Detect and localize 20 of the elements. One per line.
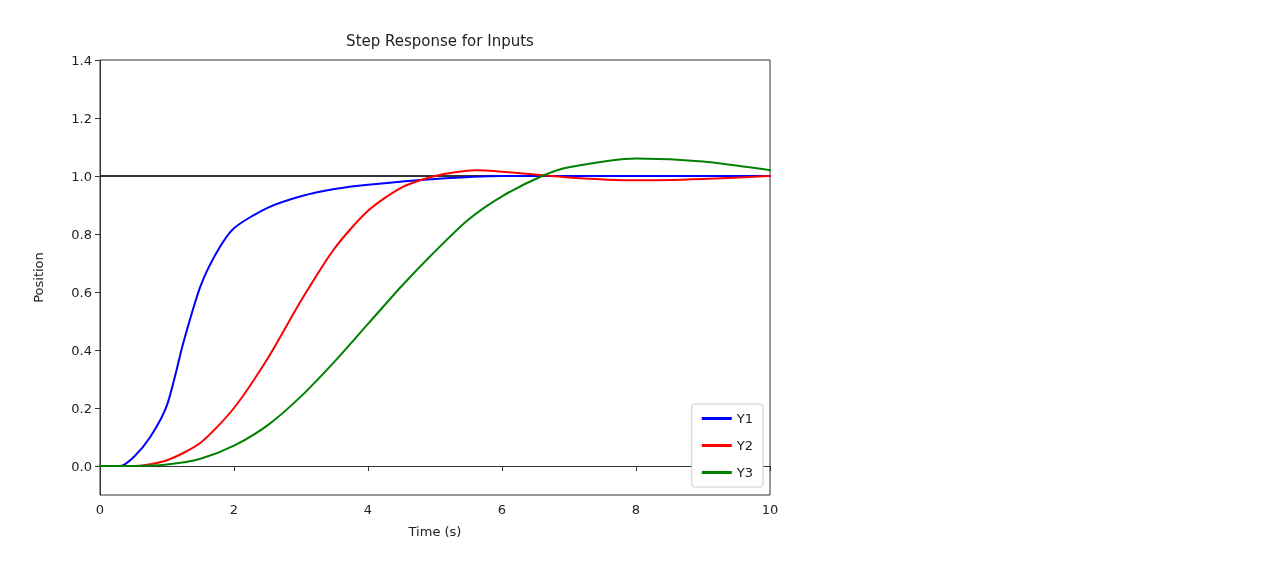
x-tick-label: 4 <box>363 502 373 517</box>
x-axis-title: Time (s) <box>407 524 462 539</box>
y-tick-label: 0.2 <box>71 400 92 416</box>
y-axis-title: Position <box>31 252 46 303</box>
x-tick-label: 6 <box>497 502 507 517</box>
y-tick-label: 0.4 <box>71 342 92 358</box>
y-tick-label: 1.4 <box>71 52 92 68</box>
x-tick-label: 2 <box>229 502 239 517</box>
chart-title: Step Response for Inputs <box>346 31 535 50</box>
legend-label: Y2 <box>735 438 754 453</box>
y-tick-label: 0.0 <box>71 458 92 474</box>
x-tick-label: 0 <box>95 502 105 517</box>
y-tick-label: 0.6 <box>71 284 92 300</box>
y-tick-label: 1.2 <box>71 110 92 126</box>
x-tick-label: 10 <box>761 502 779 517</box>
legend-label: Y1 <box>735 411 754 426</box>
y-tick-label: 1.0 <box>71 168 92 184</box>
y-tick-label: 0.8 <box>71 226 92 242</box>
x-tick-label: 8 <box>631 502 641 517</box>
legend-label: Y3 <box>735 465 754 480</box>
